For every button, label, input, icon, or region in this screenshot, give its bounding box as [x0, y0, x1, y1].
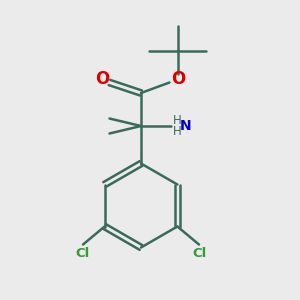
- Text: Cl: Cl: [75, 247, 90, 260]
- Text: N: N: [180, 119, 192, 133]
- Text: Cl: Cl: [192, 247, 207, 260]
- Text: H: H: [172, 124, 182, 138]
- Text: O: O: [171, 70, 185, 88]
- Text: O: O: [95, 70, 109, 88]
- Text: H: H: [172, 114, 182, 128]
